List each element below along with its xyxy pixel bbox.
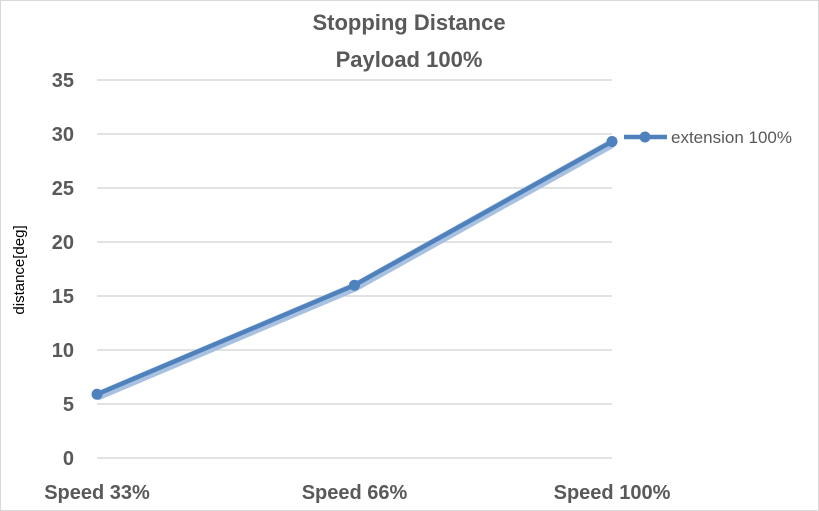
series-line [96,139,614,397]
legend-label: extension 100% [671,128,792,147]
data-point [91,388,103,400]
y-tick-label: 10 [52,340,74,362]
y-axis-label: distance[deg] [11,225,28,314]
legend-marker [639,131,651,143]
y-tick-label: 30 [52,124,74,146]
data-point [606,136,618,148]
y-tick-label: 5 [63,394,74,416]
x-tick-label: Speed 66% [302,482,408,504]
chart-title-line-1: Stopping Distance [312,10,505,35]
y-tick-label: 25 [52,178,74,200]
data-point [349,279,360,291]
y-tick-label: 15 [52,286,74,308]
y-tick-label: 0 [63,448,74,470]
chart-title-line-2: Payload 100% [336,47,483,72]
y-tick-label: 20 [52,232,74,254]
series-shadow [95,139,615,401]
x-tick-label: Speed 33% [44,482,150,504]
x-tick-label: Speed 100% [554,482,671,504]
y-tick-label: 35 [52,70,74,92]
